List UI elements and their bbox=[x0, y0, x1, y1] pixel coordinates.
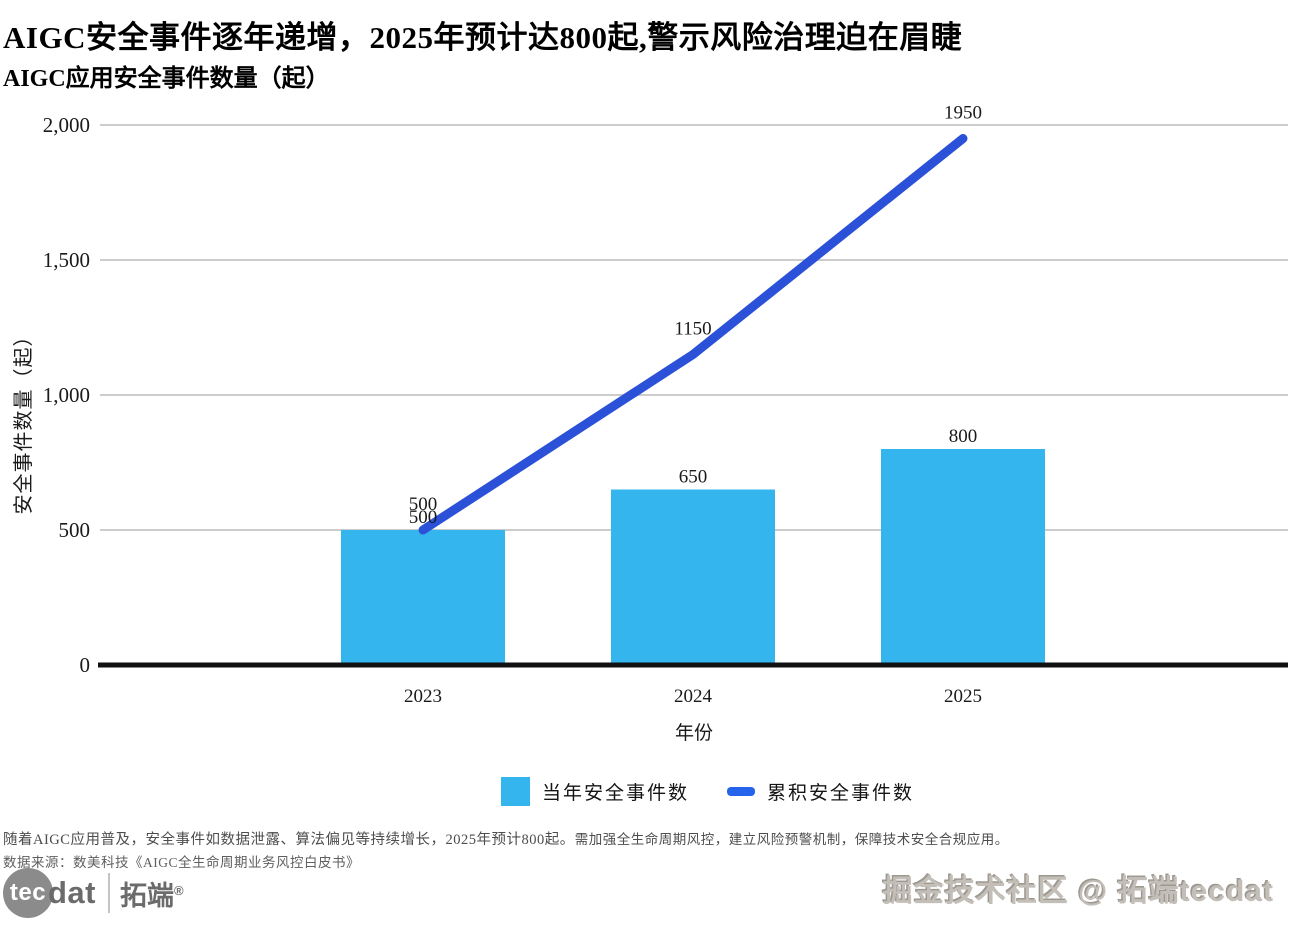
y-tick-label: 500 bbox=[59, 518, 91, 542]
x-tick-label: 2025 bbox=[944, 686, 982, 707]
cumulative-line bbox=[418, 134, 968, 535]
footnote-secondary: 需加强全生命周期风控，建立风险预警机制，保障技术安全合规应用。 bbox=[574, 832, 1009, 847]
registered-mark: ® bbox=[174, 882, 184, 898]
data-source: 数据来源：数美科技《AIGC全生命周期业务风控白皮书》 bbox=[3, 855, 360, 870]
chart-title: AIGC应用安全事件数量（起） bbox=[3, 66, 330, 92]
x-axis-title: 年份 bbox=[675, 722, 713, 744]
page-title: AIGC安全事件逐年递增，2025年预计达800起,警示风险治理迫在眉睫 bbox=[3, 20, 963, 55]
x-tick-label: 2023 bbox=[404, 686, 442, 707]
bar-2025 bbox=[881, 449, 1045, 665]
footnote-primary: 随着AIGC应用普及，安全事件如数据泄露、算法偏见等持续增长，2025年预计80… bbox=[3, 832, 575, 848]
y-tick-label: 1,500 bbox=[43, 248, 90, 272]
legend-bar-swatch bbox=[501, 777, 530, 806]
logo-circle-icon: tec bbox=[3, 868, 53, 918]
logo-divider bbox=[108, 873, 110, 913]
logo-dat-text: dat bbox=[48, 875, 96, 910]
line-value-label: 1950 bbox=[944, 103, 982, 124]
bar-value-label: 800 bbox=[949, 426, 978, 447]
footnote: 随着AIGC应用普及，安全事件如数据泄露、算法偏见等持续增长，2025年预计80… bbox=[3, 828, 1293, 849]
logo-circle-text: tec bbox=[9, 879, 47, 906]
bar-2024 bbox=[611, 489, 775, 665]
watermark: 掘金技术社区 @ 拓端tecdat bbox=[882, 875, 1274, 908]
chart-legend: 当年安全事件数 累积安全事件数 bbox=[501, 777, 914, 806]
y-tick-label: 1,000 bbox=[43, 383, 90, 407]
y-tick-label: 2,000 bbox=[43, 113, 90, 137]
x-tick-label: 2024 bbox=[674, 686, 713, 707]
bar-value-label: 650 bbox=[679, 467, 708, 488]
legend-line-label: 累积安全事件数 bbox=[767, 783, 915, 804]
line-value-label: 1150 bbox=[674, 319, 711, 340]
logo-chinese-text: 拓端® bbox=[120, 874, 184, 913]
y-tick-label: 0 bbox=[80, 653, 91, 677]
tecdat-logo: tec dat 拓端® bbox=[3, 866, 184, 920]
logo-cn-label: 拓端 bbox=[120, 880, 174, 911]
bar-value-label: 500 bbox=[409, 507, 438, 528]
legend-line-swatch bbox=[727, 787, 756, 796]
y-axis-title: 安全事件数量（起） bbox=[12, 326, 35, 515]
chart-canvas: 0 500 1,000 1,500 2,000 500 650 800 500 1150 1950 2… bbox=[12, 103, 1288, 744]
line-value-label: 500 bbox=[409, 494, 438, 515]
legend-bar-label: 当年安全事件数 bbox=[542, 783, 690, 804]
bar-2023 bbox=[341, 530, 505, 665]
